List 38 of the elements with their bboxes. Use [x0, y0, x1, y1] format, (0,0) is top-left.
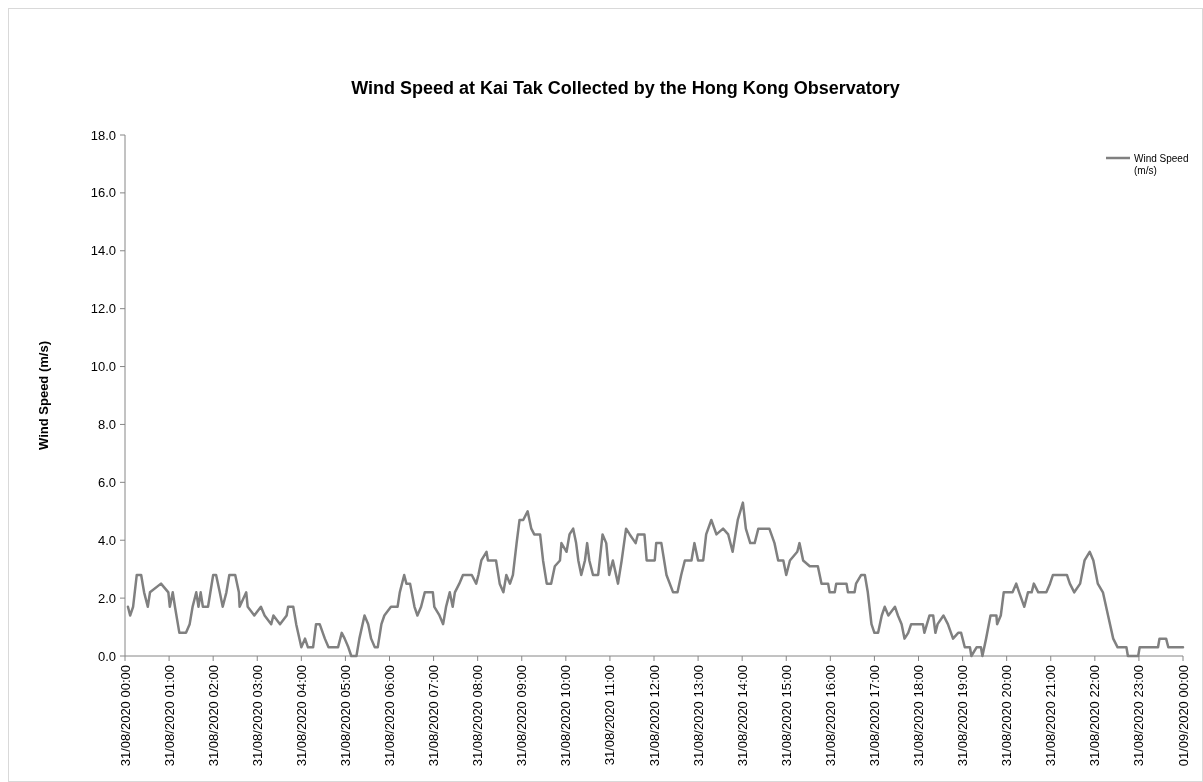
x-tick-label: 31/08/2020 23:00: [1131, 665, 1147, 767]
x-tick-label: 31/08/2020 06:00: [382, 665, 398, 767]
x-tick-label: 31/08/2020 05:00: [337, 665, 353, 767]
x-tick-label: 01/09/2020 00:00: [1175, 665, 1191, 767]
x-tick-label: 31/08/2020 19:00: [955, 665, 971, 767]
x-tick-label: 31/08/2020 14:00: [734, 665, 750, 767]
x-tick-label: 31/08/2020 04:00: [293, 665, 309, 767]
x-tick-label: 31/08/2020 03:00: [249, 665, 265, 767]
y-tick-label: 14.0: [90, 243, 116, 259]
x-tick-label: 31/08/2020 12:00: [646, 665, 662, 767]
x-tick-label: 31/08/2020 16:00: [822, 665, 838, 767]
legend-label: Wind Speed (m/s): [1134, 152, 1189, 176]
y-tick-label: 2.0: [97, 590, 116, 606]
x-tick-label: 31/08/2020 20:00: [999, 665, 1015, 767]
y-tick-label: 18.0: [90, 127, 116, 143]
y-tick-label: 0.0: [97, 648, 116, 664]
x-tick-label: 31/08/2020 11:00: [602, 665, 618, 766]
x-tick-label: 31/08/2020 09:00: [514, 665, 530, 767]
x-tick-label: 31/08/2020 02:00: [205, 665, 221, 767]
x-tick-label: 31/08/2020 18:00: [911, 665, 927, 767]
x-tick-label: 31/08/2020 21:00: [1043, 665, 1059, 767]
y-tick-label: 12.0: [90, 301, 116, 317]
y-tick-label: 4.0: [97, 532, 116, 548]
y-tick-label: 10.0: [90, 359, 116, 375]
chart-title: Wind Speed at Kai Tak Collected by the Hong Kong Observatory: [351, 78, 900, 98]
x-tick-label: 31/08/2020 00:00: [117, 665, 133, 767]
x-tick-label: 31/08/2020 10:00: [558, 665, 574, 767]
x-tick-label: 31/08/2020 01:00: [161, 665, 177, 767]
x-tick-label: 31/08/2020 22:00: [1087, 665, 1103, 767]
y-axis-title: Wind Speed (m/s): [36, 341, 51, 450]
y-tick-label: 6.0: [97, 474, 116, 490]
y-tick-label: 16.0: [90, 185, 116, 201]
x-tick-label: 31/08/2020 07:00: [426, 665, 442, 767]
x-tick-label: 31/08/2020 15:00: [778, 665, 794, 767]
y-tick-label: 8.0: [97, 416, 116, 432]
x-tick-label: 31/08/2020 08:00: [470, 665, 486, 767]
x-tick-label: 31/08/2020 17:00: [866, 665, 882, 767]
x-tick-label: 31/08/2020 13:00: [690, 665, 706, 767]
